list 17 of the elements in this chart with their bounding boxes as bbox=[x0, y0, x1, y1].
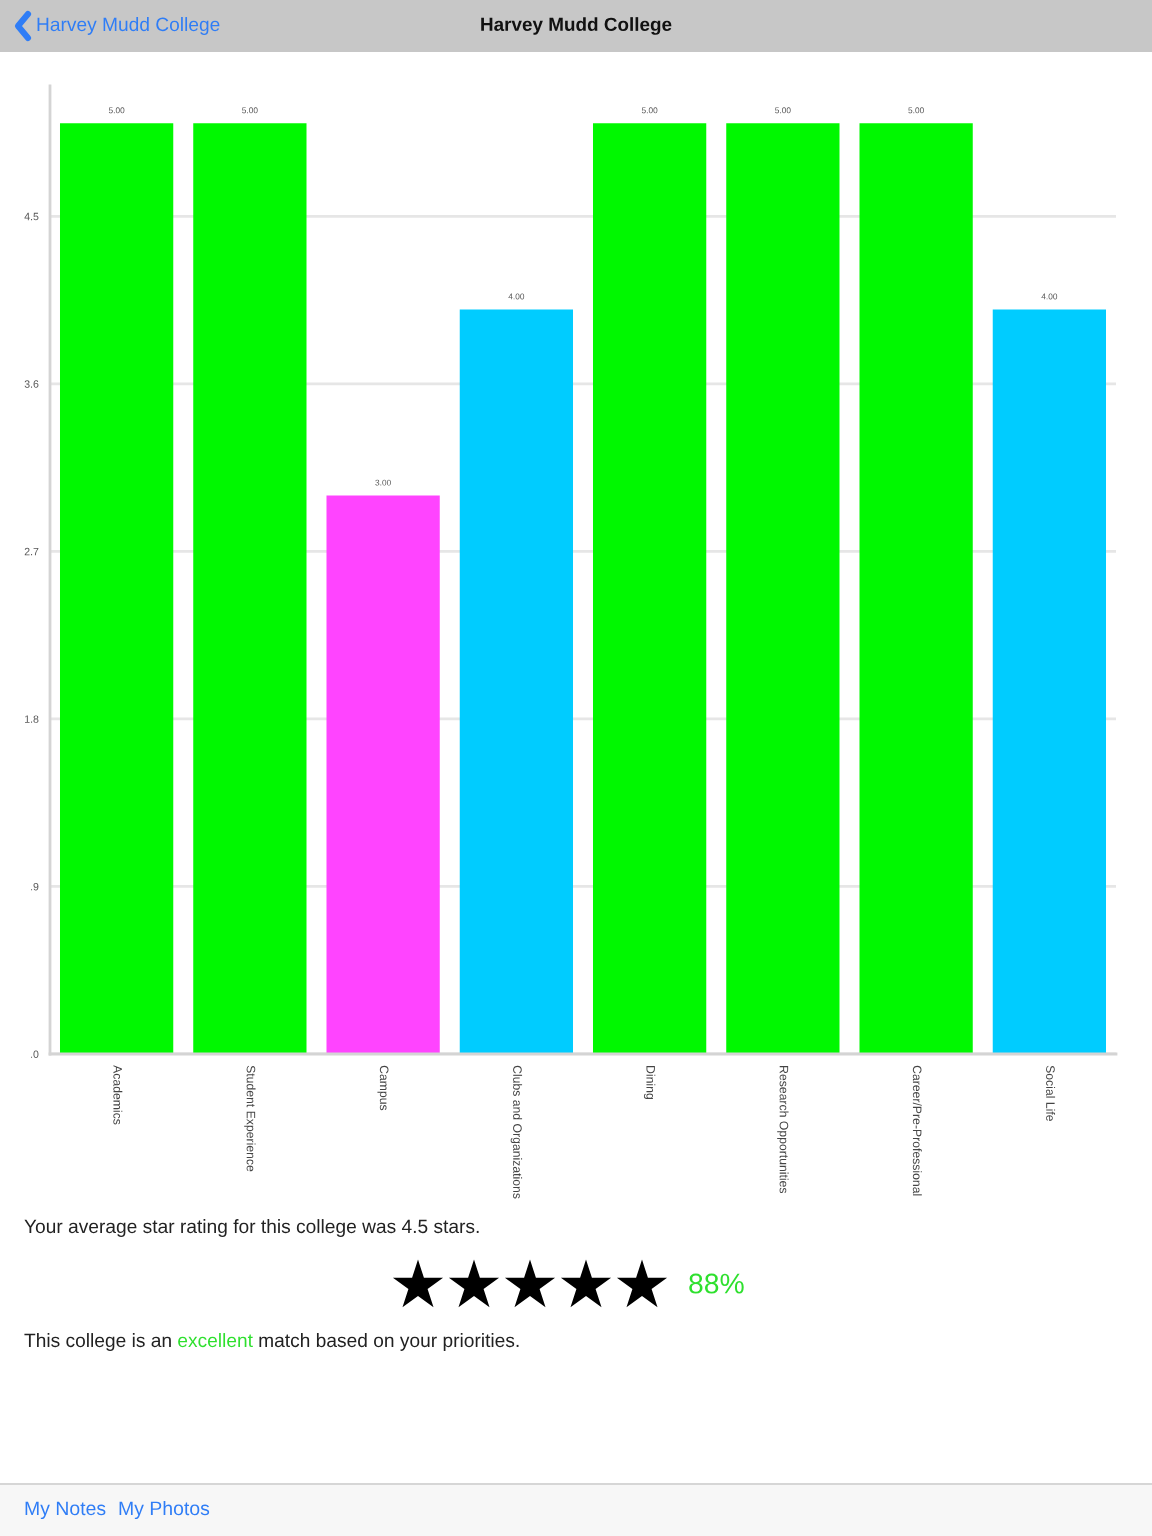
bar bbox=[326, 495, 440, 1054]
bar bbox=[59, 123, 174, 1054]
bar bbox=[193, 123, 307, 1054]
text: 88% bbox=[689, 1273, 744, 1294]
text: Harvey Mudd College bbox=[37, 17, 220, 35]
text: My Photos bbox=[119, 1500, 210, 1520]
bar bbox=[459, 309, 574, 1054]
bar bbox=[726, 123, 840, 1054]
text: This college is an bbox=[24, 1333, 171, 1351]
text: My Notes bbox=[25, 1501, 106, 1520]
bar bbox=[859, 123, 973, 1054]
chart-title: Harvey Mudd College bbox=[481, 17, 672, 35]
text: Your average star rating for this college was 4.5 stars. bbox=[24, 1219, 479, 1237]
text: match based on your priorities. bbox=[259, 1333, 519, 1351]
bar bbox=[592, 123, 707, 1054]
bar bbox=[992, 309, 1107, 1054]
text: excellent bbox=[178, 1333, 253, 1348]
